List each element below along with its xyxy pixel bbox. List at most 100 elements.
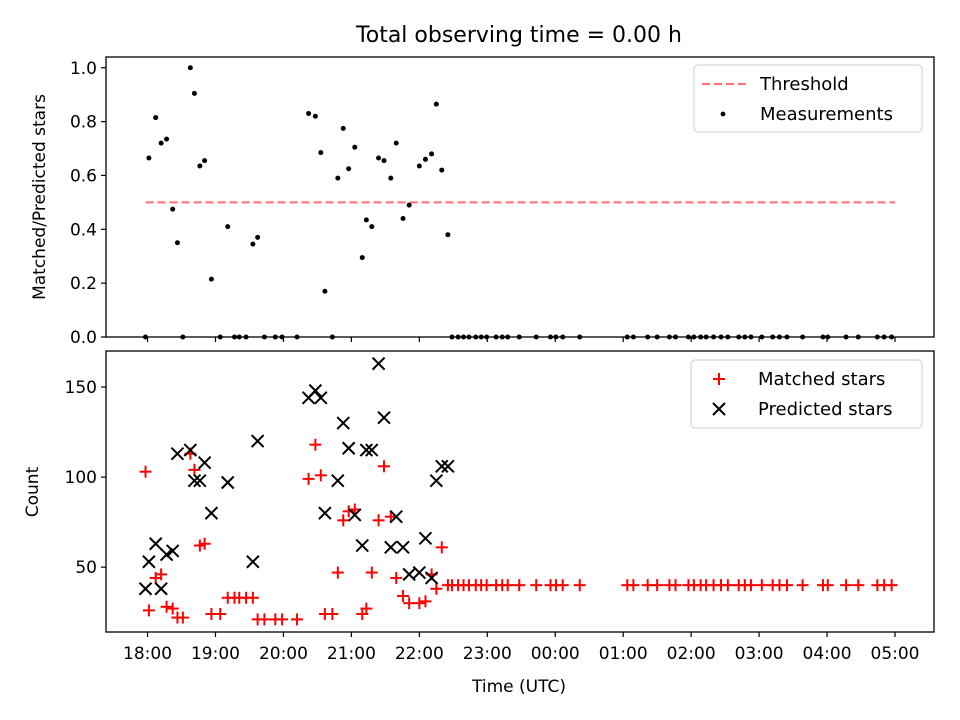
top-ytick-label: 0.6 (70, 166, 97, 186)
matched-star-point (821, 579, 834, 592)
bottom-panel: Count Time (UTC) 50 100 150 18:00 19:00 20:0… (23, 350, 935, 697)
predicted-star-point (396, 540, 410, 555)
measurement-point (146, 155, 152, 161)
measurement-point (306, 111, 312, 117)
legend-measurements-label: Measurements (760, 104, 893, 125)
measurement-point (255, 234, 261, 240)
measurement-point (429, 151, 435, 157)
matched-star-point (188, 463, 201, 476)
predicted-star-point (336, 416, 350, 430)
bottom-xtick-label: 20:00 (259, 644, 308, 664)
matched-star-point (755, 579, 768, 592)
predicted-star-point (246, 555, 260, 569)
matched-star-point (331, 566, 344, 579)
matched-star-point (160, 600, 173, 613)
measurement-point (416, 163, 422, 169)
matched-star-point (721, 579, 734, 592)
bottom-xtick-label: 22:00 (395, 644, 444, 664)
legend-measurements-swatch (720, 111, 726, 117)
predicted-star-point (187, 473, 202, 488)
matched-star-point (326, 607, 339, 620)
matched-star-point (651, 579, 664, 592)
top-panel-frame (105, 56, 935, 338)
figure-title: Total observing time = 0.00 h (355, 23, 682, 48)
predicted-star-point (418, 531, 433, 546)
matched-star-point (360, 602, 373, 615)
measurement-point (170, 206, 176, 212)
predicted-star-point (170, 446, 185, 461)
bottom-xtick-label: 02:00 (667, 644, 716, 664)
bottom-xtick-label: 19:00 (191, 644, 240, 664)
measurement-point (174, 240, 180, 246)
bottom-legend-box (690, 359, 923, 429)
measurement-point (439, 167, 445, 173)
top-ylabel: Matched/Predicted stars (30, 94, 50, 300)
matched-star-point (142, 604, 155, 617)
measurement-point (400, 216, 406, 222)
bottom-ytick-label: 150 (65, 378, 97, 398)
matched-star-point (378, 460, 391, 473)
matched-star-point (155, 568, 168, 581)
measurement-point (433, 101, 439, 107)
matched-star-point (342, 505, 355, 518)
matched-star-point (302, 472, 315, 485)
predicted-star-point (204, 506, 219, 520)
measurement-point (352, 144, 358, 150)
predicted-star-point (384, 540, 398, 555)
bottom-panel-frame (105, 350, 935, 633)
bottom-ytick-label: 50 (75, 558, 97, 578)
predicted-star-point (154, 582, 168, 596)
legend-matched-label: Matched stars (758, 369, 885, 390)
predicted-star-point (159, 547, 174, 562)
predicted-star-point (424, 571, 439, 585)
predicted-star-point (221, 475, 235, 490)
matched-star-point (258, 613, 271, 626)
predicted-star-point (148, 537, 163, 551)
measurement-point (445, 232, 451, 238)
top-legend: Threshold Measurements (693, 64, 923, 133)
matched-star-point (513, 579, 526, 592)
predicted-star-point (318, 506, 332, 520)
top-ytick-label: 0.0 (70, 328, 97, 348)
measurement-point (422, 156, 428, 162)
top-legend-box (693, 64, 923, 133)
measurement-point (369, 224, 375, 230)
measurement-point (381, 158, 387, 164)
predicted-star-point (355, 538, 369, 553)
matched-star-point (669, 579, 682, 592)
matched-star-point (852, 579, 865, 592)
top-panel: Matched/Predicted stars 0.0 0.2 0.4 0.6 0.8 1… (30, 56, 935, 348)
matched-star-point (372, 514, 385, 527)
measurement-point (322, 288, 328, 294)
predicted-star-point (435, 459, 449, 473)
matched-star-point (573, 579, 586, 592)
matched-star-point (365, 566, 378, 579)
predicted-star-point (429, 473, 444, 488)
top-ytick-label: 0.2 (70, 274, 97, 294)
predicted-star-point (138, 582, 153, 596)
matched-star-point (419, 595, 432, 608)
matched-star-point (139, 465, 152, 478)
predicted-star-point (331, 473, 345, 488)
matched-star-point (337, 514, 350, 527)
legend-predicted-swatch (712, 402, 726, 416)
measurement-point (250, 241, 256, 247)
measurement-point (393, 140, 399, 146)
measurement-point (340, 125, 346, 131)
predicted-star-point (197, 455, 212, 470)
measurement-point (376, 155, 382, 161)
bottom-xtick-label: 23:00 (463, 644, 512, 664)
matched-star-point (314, 469, 327, 482)
predicted-star-point (142, 555, 156, 569)
bottom-xtick-label: 18:00 (123, 644, 172, 664)
measurement-point (363, 217, 369, 223)
measurement-point (388, 175, 394, 181)
measurement-point (164, 136, 170, 142)
top-ytick-label: 0.4 (70, 220, 97, 240)
matched-star-point (397, 589, 410, 602)
measurement-point (197, 163, 203, 169)
top-ytick-label: 0.8 (70, 113, 97, 133)
measurement-point (312, 113, 318, 119)
matched-star-point (744, 579, 757, 592)
